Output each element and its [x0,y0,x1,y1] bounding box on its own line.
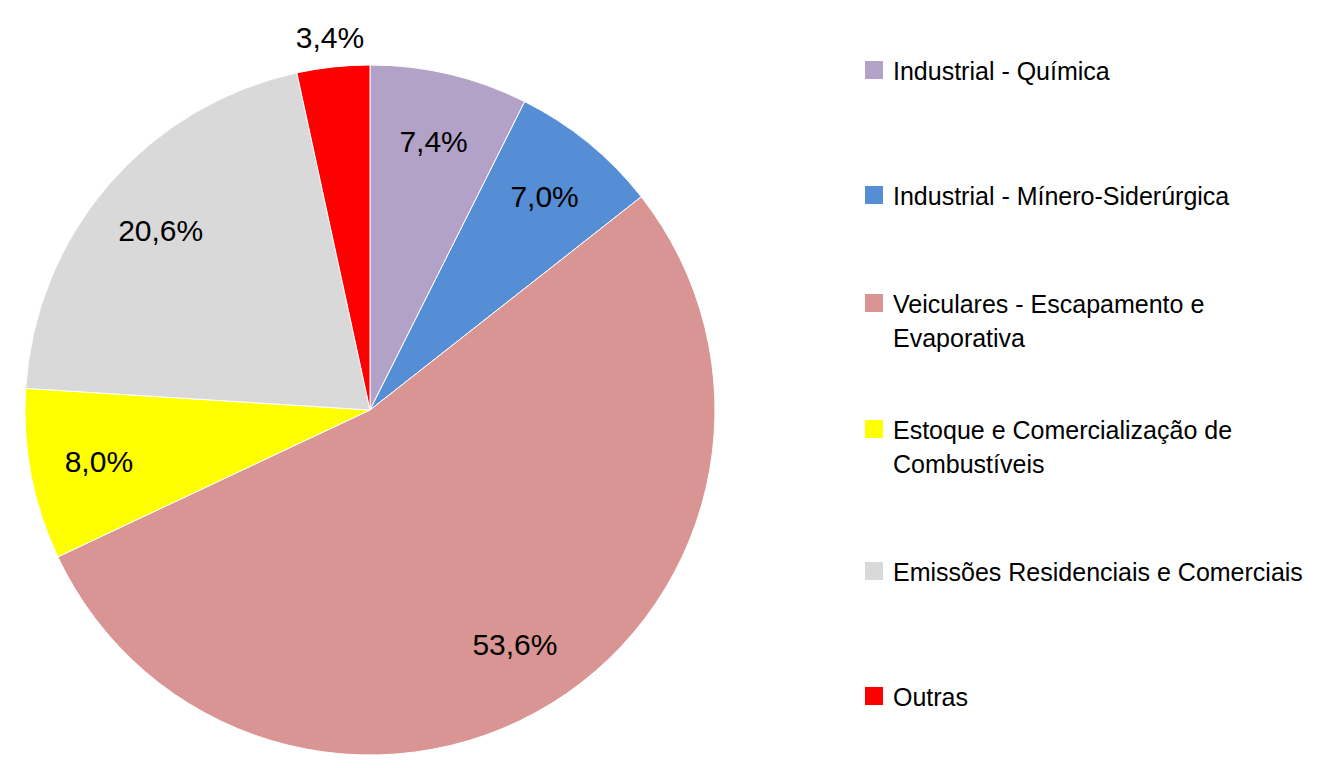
html-text:Estoque e Comercialização de C: Estoque e Comercialização de Combustívei… [893,415,1233,478]
svg-text:8,0%: 8,0% [65,445,133,478]
html-text:Emissões Residenciais e Comerc: Emissões Residenciais e Comerciais [893,558,1303,586]
svg-text:53,6%: 53,6% [472,628,557,661]
svg-text:7,0%: 7,0% [510,180,578,213]
html-text:Outras: Outras [893,683,968,712]
svg-text:3,4%: 3,4% [296,21,364,54]
html-text:Industrial - Química: Industrial - Química [893,56,1110,85]
svg-text:20,6%: 20,6% [118,214,203,247]
html-text:Veiculares - Escapamento e Eva: Veiculares - Escapamento e Evaporativa [893,290,1205,353]
html-text:Industrial - Mínero-Siderúrgic: Industrial - Mínero-Siderúrgica [893,182,1230,210]
svg-text:7,4%: 7,4% [399,125,467,158]
